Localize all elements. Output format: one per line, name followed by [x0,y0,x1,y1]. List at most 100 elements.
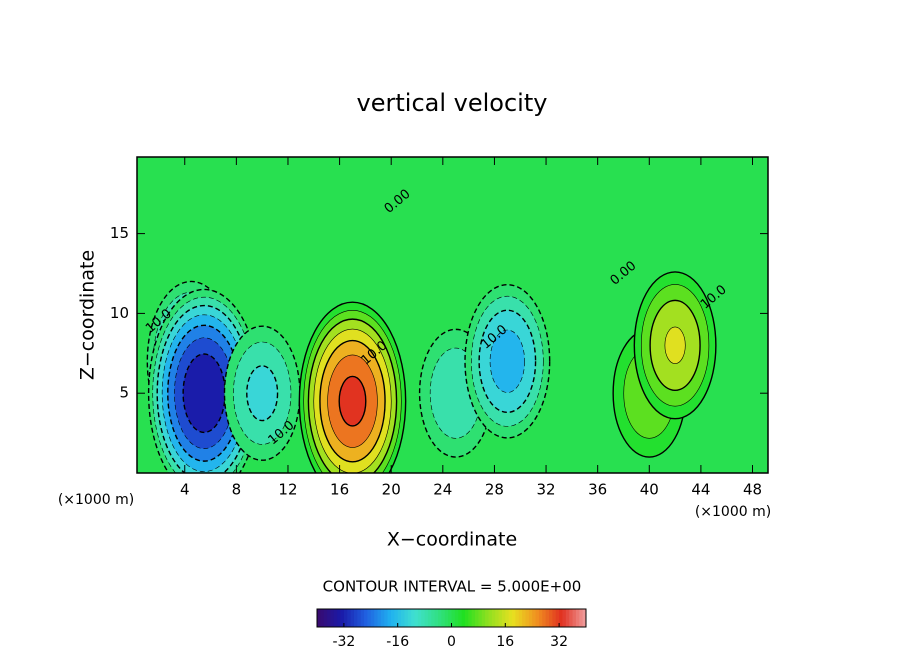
colorbar-cell [485,609,489,627]
colorbar-cell [417,609,422,627]
colorbar-cell [464,609,469,627]
colorbar-cell [545,609,550,627]
colorbar-cell [438,609,442,627]
colorbar-cell [559,609,563,627]
x-tick-label: 16 [330,481,349,499]
contour-band [182,353,226,434]
x-tick-label: 40 [640,481,659,499]
colorbar-cell [481,609,486,627]
colorbar-cell [549,609,553,627]
colorbar-cell [532,609,537,627]
contour-band [246,365,279,422]
colorbar-tick-label: 16 [496,634,514,650]
x-tick-label: 44 [691,481,710,499]
x-axis-label: X−coordinate [387,529,517,551]
colorbar-cell [364,609,368,627]
colorbar-cell [468,609,473,627]
colorbar-cell [411,609,416,627]
chart-title: vertical velocity [357,89,548,117]
colorbar-cell [555,609,560,627]
colorbar-cell [569,609,574,627]
x-tick-label: 8 [232,481,242,499]
colorbar-cell [330,609,335,627]
colorbar-cell [461,609,466,627]
colorbar-cell [522,609,526,627]
colorbar-cell [512,609,516,627]
colorbar-cell [495,609,500,627]
colorbar-cell [582,609,587,627]
x-unit: (×1000 m) [695,504,771,520]
colorbar-cell [471,609,476,627]
colorbar-cell [565,609,570,627]
colorbar-cell [394,609,399,627]
x-tick-label: 12 [278,481,297,499]
colorbar-cell [347,609,352,627]
colorbar-tick-label: -16 [386,634,409,650]
x-tick-label: 20 [382,481,401,499]
colorbar-tick-label: 32 [550,634,568,650]
colorbar-cell [572,609,577,627]
colorbar-cell [384,609,389,627]
colorbar-cell [327,609,331,627]
colorbar-cell [552,609,557,627]
colorbar-cell [475,609,479,627]
feature [298,301,407,473]
colorbar-cell [508,609,513,627]
colorbar-cell [441,609,446,627]
colorbar-cell [488,609,493,627]
colorbar-cell [505,609,510,627]
colorbar-cell [498,609,503,627]
colorbar-cell [421,609,426,627]
colorbar-cell [320,609,325,627]
colorbar-cell [454,609,459,627]
contour-band [664,326,686,364]
x-tick-label: 24 [433,481,452,499]
colorbar-cell [518,609,523,627]
colorbar-cell [431,609,436,627]
colorbar-cell [491,609,496,627]
x-tick-label: 4 [180,481,190,499]
colorbar-cell [448,609,452,627]
colorbar-cell [360,609,365,627]
colorbar-cell [538,609,543,627]
y-tick-label: 10 [110,304,129,322]
colorbar-cell [337,609,342,627]
colorbar-cell [451,609,456,627]
colorbar-cell [323,609,328,627]
colorbar-cell [387,609,392,627]
colorbar-cell [370,609,375,627]
colorbar-cell [374,609,379,627]
plot-frame [136,156,769,474]
colorbar-cell [367,609,372,627]
colorbar-cell [317,609,321,627]
y-tick-label: 15 [110,224,129,242]
colorbar-cell [404,609,409,627]
colorbar-cell [458,609,463,627]
colorbar-cell [427,609,432,627]
colorbar-cell [535,609,540,627]
colorbar-cell [542,609,547,627]
colorbar-cell [343,609,348,627]
y-axis-label: Z−coordinate [77,250,99,380]
x-tick-label: 28 [485,481,504,499]
colorbar-cell [579,609,584,627]
colorbar-cell [350,609,355,627]
colorbar-cell [478,609,483,627]
x-unit: (×1000 m) [58,492,134,508]
feature [633,271,717,420]
feature [464,283,551,439]
x-tick-label: 32 [537,481,556,499]
feature [223,325,301,461]
colorbar-cell [353,609,358,627]
colorbar-cell [424,609,429,627]
colorbar-cell [340,609,345,627]
colorbar-cell [501,609,506,627]
colorbar-cell [377,609,382,627]
colorbar-cell [401,609,405,627]
x-tick-label: 36 [588,481,607,499]
colorbar-cell [528,609,533,627]
colorbar-cell [397,609,402,627]
colorbar-cell [390,609,395,627]
colorbar-cell [434,609,439,627]
